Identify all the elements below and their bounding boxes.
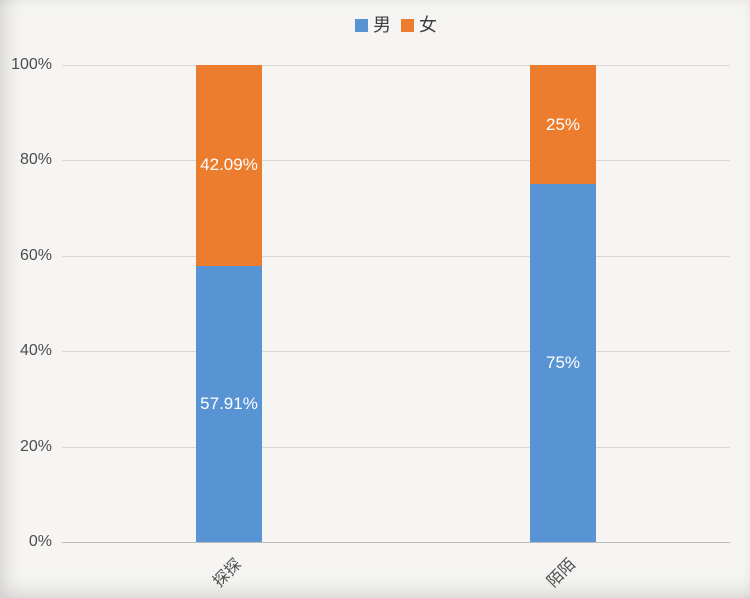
chart-legend: 男女 [62, 12, 730, 38]
data-label-陌陌-女: 25% [545, 114, 581, 134]
legend-swatch-icon [355, 18, 368, 32]
legend-swatch-icon [401, 18, 414, 32]
data-label-探探-女: 42.09% [200, 155, 258, 175]
y-axis-tick-label: 80% [19, 151, 52, 169]
y-axis-tick-label: 0% [28, 533, 52, 550]
y-axis-tick-label: 40% [19, 342, 52, 360]
gridline [62, 160, 730, 162]
y-axis-tick-label: 20% [19, 437, 52, 455]
gridline [62, 351, 730, 353]
y-axis-tick-label: 100% [11, 56, 52, 73]
gridline [62, 65, 730, 66]
data-label-探探-男: 57.91% [200, 393, 258, 413]
bar-segment-探探-男 [196, 265, 262, 542]
category-label-探探: 探探 [210, 556, 246, 591]
bar-segment-陌陌-男 [530, 184, 596, 542]
legend-item-女: 女 [401, 16, 437, 34]
data-label-陌陌-男: 75% [545, 353, 581, 373]
y-axis-tick-label: 60% [19, 246, 52, 264]
bar-segment-陌陌-女 [530, 65, 596, 185]
legend-item-男: 男 [355, 16, 391, 34]
legend-label: 女 [419, 15, 437, 35]
legend-label: 男 [373, 15, 391, 35]
bar-segment-探探-女 [196, 65, 262, 266]
gridline [62, 255, 730, 257]
gridline [62, 446, 730, 448]
x-axis-line [62, 542, 730, 543]
category-label-陌陌: 陌陌 [544, 556, 580, 591]
